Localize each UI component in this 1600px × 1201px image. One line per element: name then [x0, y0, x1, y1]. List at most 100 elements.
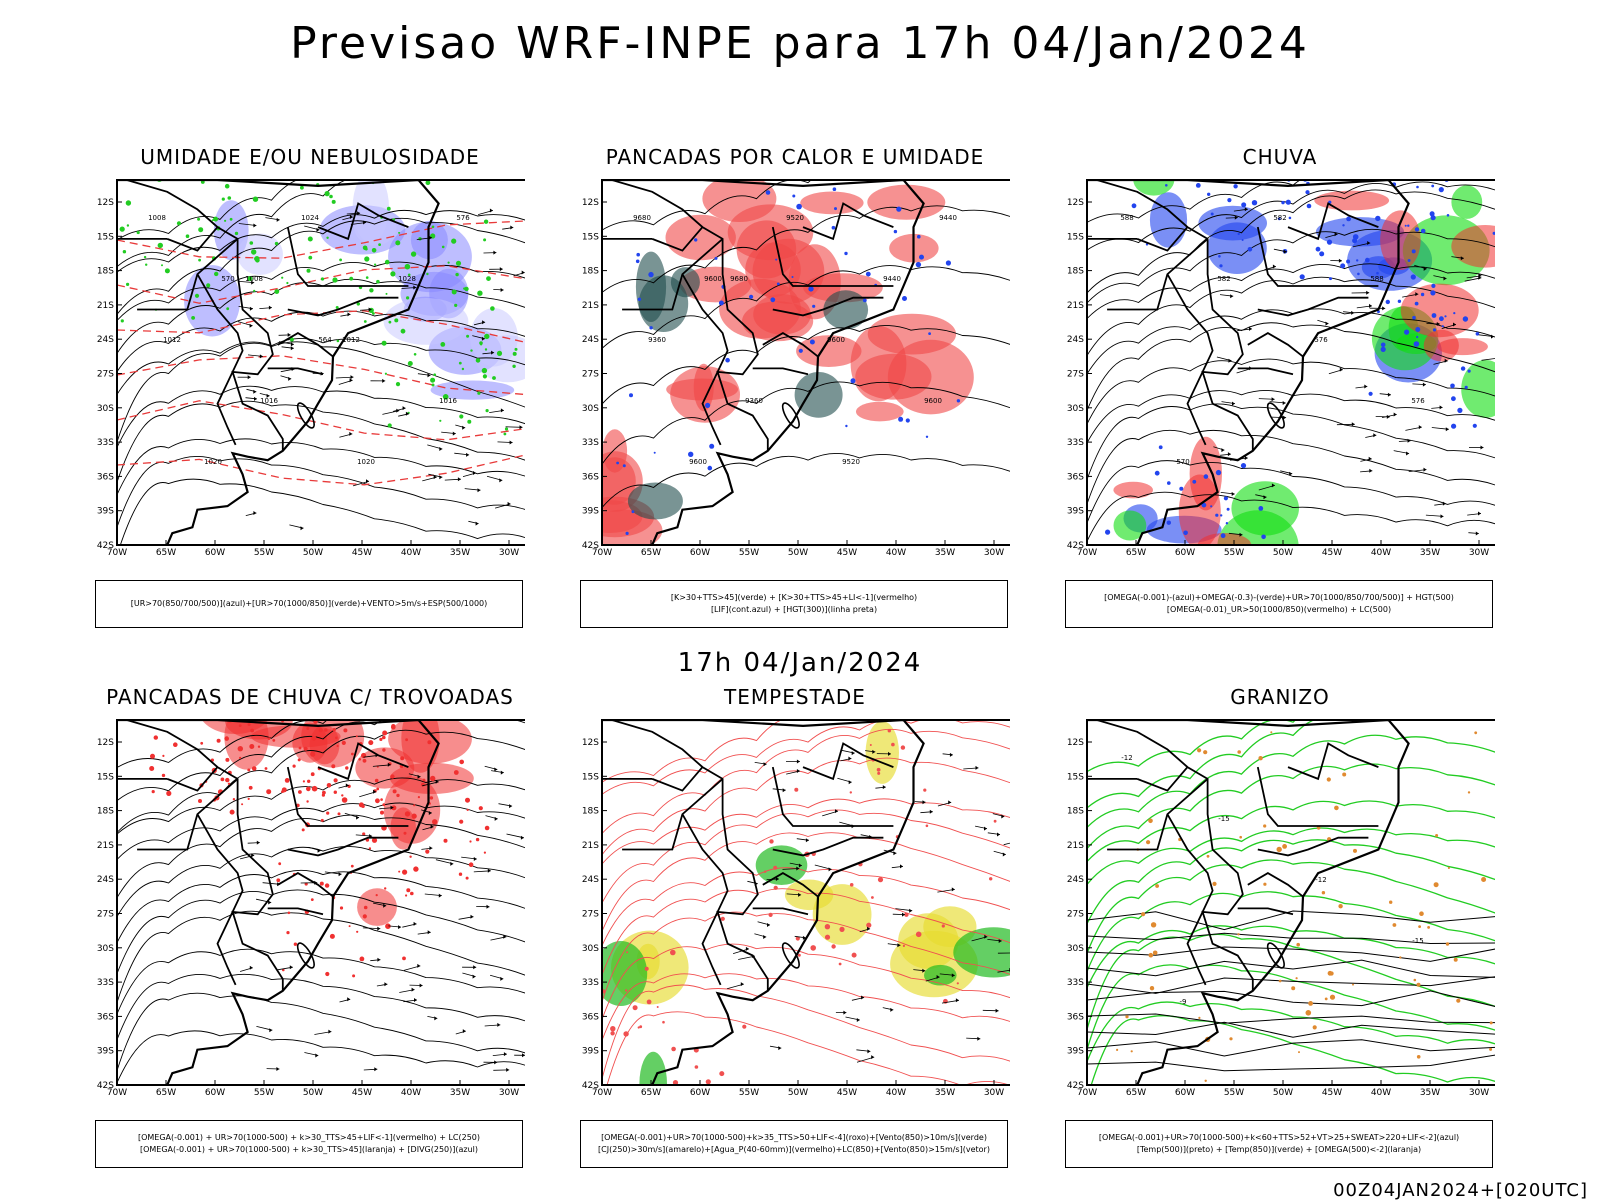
- precip-dot: [448, 262, 450, 264]
- precip-dot: [391, 725, 396, 730]
- lat-tick-label: 18S: [582, 267, 599, 277]
- lon-tick-label: 50W: [1273, 1088, 1293, 1098]
- precip-dot: [253, 197, 258, 202]
- legend-line: [K>30+TTS>45](verde) + [K>30+TTS>45+LI<-…: [581, 592, 1007, 604]
- contour-label: 9360: [745, 397, 763, 405]
- legend-line: [OMEGA(-0.01)_UR>50(1000/850)(vermelho) …: [1066, 604, 1492, 616]
- precip-dot: [1427, 926, 1430, 929]
- precip-dot: [482, 368, 487, 373]
- precip-dot: [430, 796, 433, 799]
- precip-dot: [1218, 255, 1221, 258]
- precip-dot: [423, 779, 426, 782]
- precip-dot: [404, 832, 407, 835]
- panel-legend: [OMEGA(-0.001)+UR>70(1000-500)+k>35_TTS>…: [580, 1120, 1008, 1168]
- precip-dot: [248, 798, 250, 800]
- precip-dot: [1258, 756, 1262, 760]
- lon-tick-label: 40W: [1371, 1088, 1391, 1098]
- shaded-region: [237, 234, 283, 275]
- precip-dot: [708, 466, 713, 471]
- precip-dot: [770, 297, 775, 302]
- lat-tick-label: 12S: [1067, 738, 1084, 748]
- contour-label: -9: [1180, 998, 1187, 1006]
- precip-dot: [638, 1026, 640, 1028]
- precip-dot: [1322, 891, 1325, 894]
- precip-dot: [688, 452, 693, 457]
- precip-dot: [217, 739, 221, 743]
- lat-tick-label: 15S: [1067, 232, 1084, 242]
- precip-dot: [433, 715, 436, 716]
- contour-label: 9440: [883, 275, 901, 283]
- precip-dot: [1481, 877, 1486, 882]
- precip-dot: [1408, 259, 1411, 262]
- precip-dot: [773, 866, 777, 870]
- precip-dot: [200, 742, 203, 745]
- contour-label: -12: [1315, 876, 1326, 884]
- precip-dot: [1297, 1097, 1302, 1102]
- precip-dot: [214, 272, 218, 276]
- precip-dot: [1405, 225, 1407, 227]
- lat-tick-label: 21S: [97, 841, 114, 851]
- precip-dot: [479, 341, 483, 345]
- precip-dot: [946, 260, 951, 265]
- precip-dot: [505, 427, 508, 430]
- precip-dot: [1198, 1017, 1200, 1019]
- lat-tick-label: 39S: [1067, 1047, 1084, 1057]
- precip-dot: [335, 737, 338, 740]
- precip-dot: [1414, 341, 1420, 347]
- precip-dot: [459, 873, 462, 876]
- lon-tick-label: 30W: [499, 548, 519, 558]
- precip-dot: [794, 788, 798, 792]
- precip-dot: [432, 384, 435, 387]
- lat-tick-label: 36S: [582, 1012, 599, 1022]
- precip-dot: [1305, 190, 1309, 194]
- precip-dot: [1141, 912, 1145, 916]
- precip-dot: [504, 433, 507, 436]
- precip-dot: [274, 289, 279, 294]
- precip-dot: [962, 175, 967, 179]
- lon-tick-label: 45W: [837, 1088, 857, 1098]
- lon-tick-label: 70W: [107, 548, 127, 558]
- lat-tick-label: 18S: [1067, 267, 1084, 277]
- precip-dot: [127, 224, 129, 226]
- precip-dot: [384, 887, 386, 889]
- precip-dot: [1207, 855, 1210, 858]
- precip-dot: [395, 240, 400, 245]
- precip-dot: [903, 945, 905, 947]
- precip-dot: [1407, 225, 1409, 227]
- precip-dot: [626, 951, 628, 953]
- lon-tick-label: 60W: [690, 548, 710, 558]
- precip-dot: [1247, 175, 1251, 176]
- precip-dot: [1221, 533, 1226, 538]
- contour-label: 1012: [342, 336, 360, 344]
- precip-dot: [657, 1006, 659, 1008]
- precip-dot: [1204, 474, 1209, 479]
- precip-dot: [636, 260, 640, 264]
- legend-line: [LIF](cont.azul) + [HGT(300)](linha pret…: [581, 604, 1007, 616]
- precip-dot: [486, 409, 489, 412]
- precip-dot: [792, 195, 795, 198]
- precip-dot: [322, 794, 325, 797]
- precip-dot: [1325, 998, 1328, 1001]
- precip-dot: [282, 787, 287, 792]
- precip-dot: [1431, 215, 1436, 220]
- precip-dot: [253, 290, 255, 292]
- precip-dot: [917, 235, 921, 239]
- lat-tick-label: 24S: [97, 875, 114, 885]
- precip-dot: [852, 953, 857, 958]
- lat-tick-label: 24S: [1067, 335, 1084, 345]
- precip-dot: [926, 436, 928, 438]
- precip-dot: [1285, 574, 1289, 578]
- precip-dot: [1205, 1080, 1207, 1082]
- precip-dot: [311, 736, 316, 741]
- precip-dot: [430, 776, 435, 781]
- lon-tick-label: 45W: [1322, 548, 1342, 558]
- precip-dot: [426, 273, 428, 275]
- lon-tick-label: 65W: [156, 548, 176, 558]
- precip-dot: [337, 745, 339, 747]
